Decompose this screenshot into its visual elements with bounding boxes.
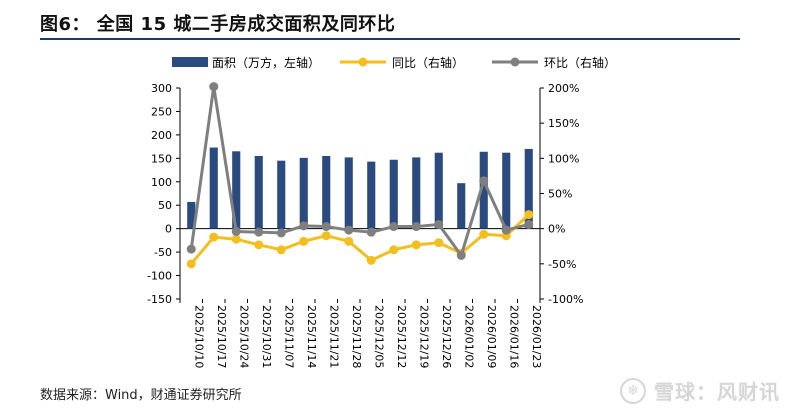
mom-point bbox=[434, 219, 444, 229]
y-left-tick-label: -100 bbox=[147, 270, 172, 283]
x-tick-label: 2026/01/23 bbox=[530, 305, 543, 368]
chart-area: 300 250 200 150 100 50 0 -50 -100 -150 200% 150% 100… bbox=[147, 55, 616, 368]
x-tick-label: 2025/12/26 bbox=[440, 305, 453, 368]
x-tick-label: 2025/11/28 bbox=[350, 305, 363, 368]
y-left-tick-label: -150 bbox=[147, 293, 172, 306]
yoy-point bbox=[366, 255, 376, 265]
y-right-tick-label: 150% bbox=[548, 117, 579, 130]
legend-label-mom: 环比（右轴） bbox=[544, 55, 616, 70]
yoy-point bbox=[524, 210, 534, 220]
bar-area bbox=[389, 159, 398, 229]
x-tick-label: 2026/01/09 bbox=[485, 305, 498, 368]
x-tick-label: 2025/10/17 bbox=[215, 305, 228, 368]
x-tick-label: 2025/12/12 bbox=[395, 305, 408, 368]
x-tick-label: 2025/11/07 bbox=[282, 305, 295, 368]
figure-title: 图6： 全国 15 城二手房成交面积及同环比 bbox=[40, 14, 396, 35]
x-tick-label: 2025/10/24 bbox=[237, 305, 250, 368]
y-left-tick-label: 200 bbox=[151, 129, 172, 142]
bar-area bbox=[502, 152, 511, 229]
mom-point bbox=[479, 176, 489, 186]
bar-area bbox=[412, 157, 421, 229]
legend-label-yoy: 同比（右轴） bbox=[392, 55, 464, 70]
yoy-point bbox=[321, 231, 331, 241]
yoy-point bbox=[411, 240, 421, 250]
x-tick-label: 2025/12/05 bbox=[372, 305, 385, 368]
mom-point bbox=[254, 227, 264, 237]
bar-area bbox=[344, 157, 353, 229]
bar-area bbox=[209, 147, 218, 229]
y-right-tick-label: 100% bbox=[548, 152, 579, 165]
figure-header: 图6： 全国 15 城二手房成交面积及同环比 bbox=[40, 8, 740, 40]
mom-point bbox=[411, 222, 421, 232]
legend-swatch-area bbox=[172, 57, 208, 67]
snowball-logo-icon: ❄ bbox=[620, 377, 646, 404]
y-left-tick-label: 300 bbox=[151, 82, 172, 95]
x-tick-label: 2025/11/21 bbox=[327, 305, 340, 368]
yoy-point bbox=[254, 240, 264, 250]
yoy-point bbox=[479, 229, 489, 239]
mom-point bbox=[524, 219, 534, 229]
yoy-point bbox=[389, 245, 399, 255]
mom-point bbox=[276, 228, 286, 238]
yoy-point bbox=[231, 234, 241, 244]
mom-point bbox=[186, 244, 196, 254]
yoy-point bbox=[276, 245, 286, 255]
bar-area bbox=[367, 161, 376, 229]
y-right-tick-label: 200% bbox=[548, 82, 579, 95]
y-left-tick-label: 0 bbox=[165, 223, 172, 236]
x-tick-label: 2025/11/14 bbox=[305, 305, 318, 368]
mom-point bbox=[299, 221, 309, 231]
yoy-point bbox=[434, 238, 444, 248]
x-tick-label: 2025/12/19 bbox=[417, 305, 430, 368]
y-right-tick-label: 0% bbox=[548, 223, 565, 236]
mom-point bbox=[321, 222, 331, 232]
bar-area bbox=[299, 157, 308, 229]
mom-point bbox=[456, 250, 466, 260]
yoy-point bbox=[186, 259, 196, 269]
y-left-tick-label: 250 bbox=[151, 105, 172, 118]
bar-area bbox=[187, 201, 196, 229]
legend-marker-yoy bbox=[358, 57, 368, 67]
mom-point bbox=[366, 227, 376, 237]
y-left-tick-label: 50 bbox=[158, 199, 172, 212]
y-right-tick-label: 50% bbox=[548, 188, 572, 201]
yoy-line bbox=[190, 213, 530, 265]
bar-area bbox=[254, 155, 263, 229]
bar-area bbox=[434, 152, 443, 229]
yoy-point bbox=[299, 236, 309, 246]
bar-area bbox=[277, 160, 286, 229]
y-left-tick-label: 100 bbox=[151, 176, 172, 189]
yoy-point bbox=[344, 236, 354, 246]
y-left-tick-label: 150 bbox=[151, 152, 172, 165]
watermark-text: 雪球：风财讯 bbox=[654, 380, 780, 404]
y-left-tick-label: -50 bbox=[154, 246, 172, 259]
source-note: 数据来源：Wind，财通证券研究所 bbox=[40, 388, 242, 403]
y-right-tick-label: -50% bbox=[548, 258, 576, 271]
legend-label-area: 面积（万方，左轴） bbox=[212, 55, 320, 70]
mom-point bbox=[501, 225, 511, 235]
bar-area bbox=[232, 151, 241, 229]
bar-area bbox=[524, 148, 533, 229]
bar-area bbox=[479, 151, 488, 229]
watermark: ❄ 雪球：风财讯 bbox=[620, 376, 780, 405]
x-tick-label: 2026/01/16 bbox=[507, 305, 520, 368]
x-tick-label: 2026/01/02 bbox=[462, 305, 475, 368]
mom-point bbox=[344, 225, 354, 235]
x-tick-label: 2025/10/10 bbox=[192, 305, 205, 368]
mom-point bbox=[231, 226, 241, 236]
yoy-point bbox=[209, 232, 219, 242]
legend-marker-mom bbox=[510, 57, 520, 67]
mom-point bbox=[389, 222, 399, 232]
mom-point bbox=[209, 82, 219, 92]
bar-area bbox=[457, 183, 466, 229]
mom-line bbox=[189, 85, 530, 257]
x-tick-label: 2025/10/31 bbox=[260, 305, 273, 368]
bar-area bbox=[322, 155, 331, 229]
y-right-tick-label: -100% bbox=[548, 293, 583, 306]
